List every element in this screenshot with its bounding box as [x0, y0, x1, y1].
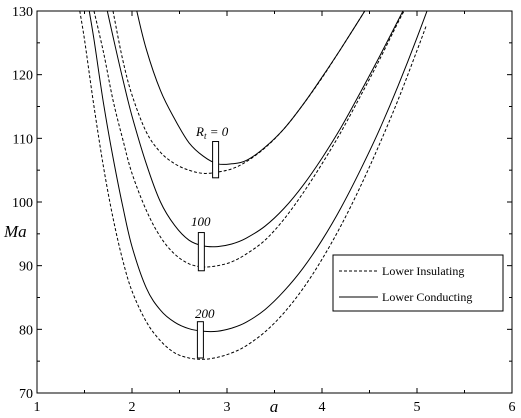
x-axis-label: a [270, 397, 279, 416]
gap-marker-1 [197, 232, 205, 272]
legend-label-conducting: Lower Conducting [382, 290, 472, 304]
series-line-solid-100 [106, 11, 404, 248]
y-tick-label: 110 [13, 132, 33, 147]
legend: Lower Insulating Lower Conducting [332, 254, 504, 312]
series-line-dashed-0 [112, 11, 366, 174]
y-tick-label: 70 [19, 387, 33, 402]
tick-marks [36, 10, 513, 394]
series-line-dashed-100 [93, 11, 405, 268]
legend-box [332, 254, 504, 312]
series-line-solid-200 [88, 11, 428, 333]
x-tick-label: 4 [319, 400, 326, 415]
y-tick-label: 90 [19, 260, 33, 275]
series-layer [79, 11, 428, 360]
x-tick-label: 5 [414, 400, 421, 415]
annotation-100: 100 [191, 214, 211, 229]
series-line-dashed-200 [79, 11, 427, 360]
marker-layer [196, 141, 220, 359]
x-tick-labels: 1 2 3 4 5 6 [34, 400, 516, 415]
annotation-rt0: Rt = 0 [195, 124, 229, 141]
y-tick-labels: 70 80 90 100 110 120 130 [12, 5, 33, 402]
y-tick-label: 130 [12, 5, 33, 20]
x-tick-label: 3 [224, 400, 231, 415]
y-axis-label: Ma [3, 222, 27, 241]
gap-marker-0 [212, 141, 220, 179]
y-tick-label: 80 [19, 323, 33, 338]
x-tick-label: 1 [34, 400, 41, 415]
gap-marker-2 [196, 321, 204, 359]
legend-label-insulating: Lower Insulating [382, 264, 464, 278]
annotation-200: 200 [195, 306, 215, 321]
series-line-solid-0 [136, 11, 366, 166]
y-tick-label: 100 [12, 196, 33, 211]
x-tick-label: 6 [509, 400, 516, 415]
y-tick-label: 120 [12, 69, 33, 84]
x-tick-label: 2 [129, 400, 136, 415]
plot-frame [36, 10, 513, 394]
annotation-layer: Rt = 0 100 200 [191, 124, 229, 321]
